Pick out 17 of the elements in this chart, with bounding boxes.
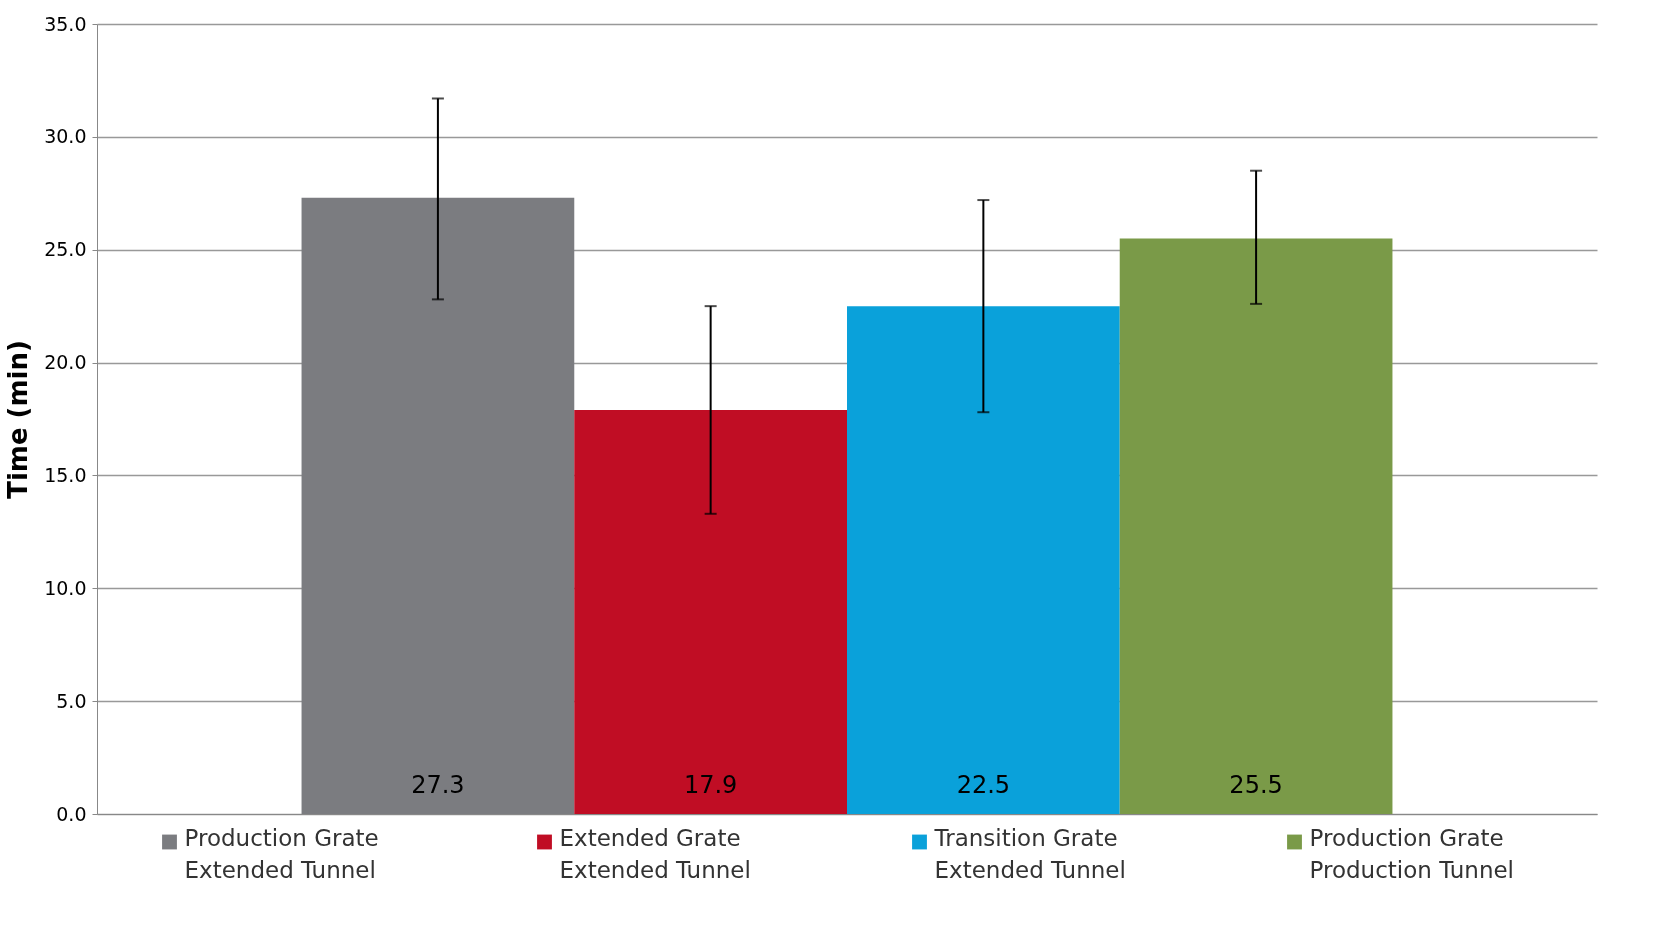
data-label: 17.9 xyxy=(683,771,738,799)
data-label: 27.3 xyxy=(411,771,465,799)
y-tick-label: 20.0 xyxy=(44,351,87,374)
y-tick-label: 10.0 xyxy=(44,576,87,599)
legend-label: Transition Grate Extended Tunnel xyxy=(933,825,1126,883)
y-tick-label: 15.0 xyxy=(44,463,87,486)
data-label: 25.5 xyxy=(1229,771,1283,799)
y-tick-label: 25.0 xyxy=(44,238,87,261)
y-axis-title: Time (min) xyxy=(3,340,34,499)
legend-label: Production Grate Production Tunnel xyxy=(1309,825,1515,883)
y-tick-label: 35.0 xyxy=(44,12,87,35)
data-label: 22.5 xyxy=(956,771,1011,799)
y-tick-label: 30.0 xyxy=(44,125,87,148)
legend-label: Extended Grate Extended Tunnel xyxy=(559,825,751,883)
y-tick-label: 0.0 xyxy=(56,802,87,825)
legend-label: Production Grate Extended Tunnel xyxy=(184,825,379,883)
y-tick-label: 5.0 xyxy=(56,689,87,712)
